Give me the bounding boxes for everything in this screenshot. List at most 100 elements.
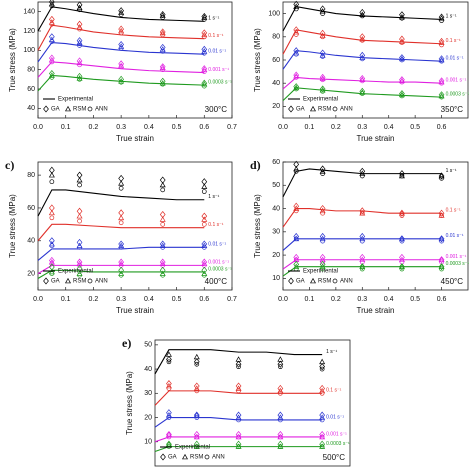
- rsm-marker: [159, 12, 166, 18]
- y-tick-label: 30: [272, 229, 280, 236]
- rsm-marker: [201, 14, 208, 20]
- ann-marker: [194, 388, 200, 394]
- ga-marker: [76, 57, 83, 65]
- ga-marker: [235, 430, 242, 439]
- rate-label: 0.01 s⁻¹: [446, 233, 464, 239]
- ann-marker: [293, 32, 299, 37]
- legend-label: RSM: [190, 455, 203, 461]
- ga-marker: [293, 26, 300, 34]
- ann-marker: [293, 75, 299, 80]
- ann-marker: [160, 81, 166, 87]
- x-tick-label: 0.4: [384, 296, 394, 303]
- ann-marker: [194, 434, 200, 440]
- ann-marker: [160, 32, 166, 38]
- ann-marker: [118, 30, 124, 36]
- ann-marker: [399, 79, 405, 85]
- x-tick-label: 0.7: [227, 124, 237, 131]
- ga-marker: [359, 8, 366, 17]
- ann-marker: [278, 417, 283, 423]
- ga-marker: [399, 235, 405, 243]
- y-tick-label: 40: [272, 205, 280, 212]
- ann-marker: [166, 434, 172, 440]
- rsm-marker: [48, 36, 55, 42]
- ann-marker: [399, 238, 405, 244]
- ann-marker: [49, 3, 55, 9]
- rsm-marker: [76, 4, 83, 11]
- ann-marker: [359, 238, 365, 244]
- y-tick-label: 20: [27, 270, 35, 277]
- ga-marker: [359, 51, 366, 59]
- ann-marker: [320, 210, 325, 216]
- ann-marker: [160, 15, 166, 20]
- ann-marker: [320, 171, 325, 176]
- legend-label: RSM: [73, 107, 86, 113]
- ga-marker: [319, 49, 326, 57]
- rate-label: 0.001 s⁻¹: [446, 78, 467, 84]
- y-tick-label: 140: [23, 9, 35, 16]
- rsm-marker: [159, 29, 166, 36]
- rsm-marker: [159, 46, 166, 52]
- rsm-marker: [76, 176, 83, 183]
- x-tick-label: 0.1: [305, 296, 315, 303]
- rsm-marker: [293, 29, 300, 35]
- ga-marker: [118, 25, 124, 33]
- rsm-marker: [165, 411, 172, 418]
- rsm-marker: [201, 81, 208, 87]
- ga-marker: [159, 77, 166, 85]
- ann-marker: [118, 79, 124, 85]
- ga-marker: [201, 212, 208, 220]
- ann-marker: [77, 43, 82, 48]
- ann-marker: [320, 54, 325, 59]
- ann-marker: [359, 13, 365, 19]
- legend-symbol: [310, 105, 316, 112]
- y-tick-label: 60: [272, 159, 280, 166]
- ga-marker: [399, 35, 405, 43]
- y-tick-label: 100: [23, 47, 35, 54]
- rsm-marker: [235, 385, 242, 391]
- x-tick-label: 0.5: [410, 296, 420, 303]
- rsm-marker: [319, 358, 326, 365]
- ann-marker: [293, 86, 299, 92]
- ann-marker: [77, 62, 82, 68]
- temperature-label: 500°C: [323, 453, 346, 462]
- ann-marker: [166, 386, 172, 391]
- ann-marker: [399, 266, 405, 272]
- ann-marker: [201, 17, 207, 22]
- ga-marker: [49, 54, 55, 62]
- rsm-marker: [359, 170, 366, 176]
- ann-marker: [201, 69, 207, 74]
- x-tick-label: 0.2: [331, 124, 341, 131]
- y-tick-label: 80: [27, 172, 35, 179]
- legend-label: Experimental: [175, 445, 210, 451]
- rsm-marker: [438, 263, 445, 269]
- ann-marker: [293, 208, 299, 214]
- rate-label: 0.01 s⁻¹: [208, 49, 226, 55]
- x-axis-label: True strain: [357, 134, 395, 143]
- ann-marker: [359, 266, 365, 272]
- x-tick-label: 0.4: [144, 296, 154, 303]
- rsm-marker: [159, 216, 166, 222]
- experimental-curve: [282, 50, 442, 70]
- ann-marker: [399, 213, 405, 218]
- rate-label: 0.001 s⁻¹: [208, 67, 229, 73]
- ann-marker: [439, 58, 444, 64]
- ga-marker: [235, 440, 242, 448]
- temperature-label: 450°C: [441, 277, 464, 286]
- x-tick-label: 0.4: [384, 124, 394, 131]
- rate-label: 0.1 s⁻¹: [208, 222, 223, 228]
- y-tick-label: 40: [27, 105, 35, 112]
- ga-marker: [201, 240, 208, 248]
- ann-marker: [160, 48, 166, 54]
- x-tick-label: 0.0: [33, 124, 43, 131]
- temperature-label: 400°C: [205, 277, 228, 286]
- rate-label: 1 s⁻¹: [208, 16, 219, 22]
- ga-marker: [159, 43, 166, 51]
- legend-symbol: [160, 453, 166, 461]
- legend-symbol: [288, 105, 294, 113]
- ann-marker: [201, 272, 207, 278]
- y-axis-label: True stress (MPa): [8, 28, 17, 92]
- ga-marker: [359, 207, 366, 215]
- rsm-marker: [277, 387, 284, 394]
- x-tick-label: 0.4: [144, 124, 154, 131]
